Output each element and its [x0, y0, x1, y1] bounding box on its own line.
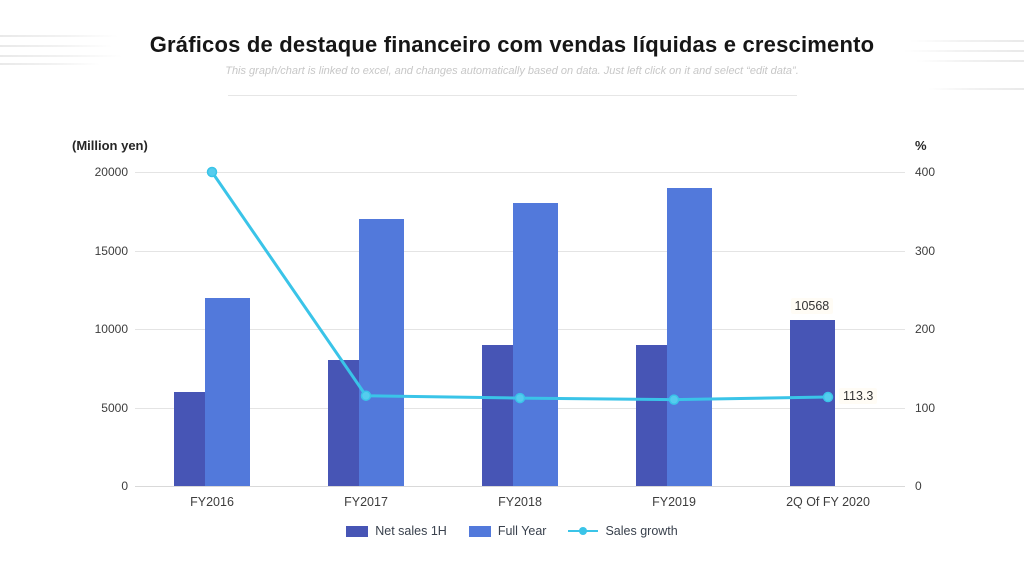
legend-line-dot-icon	[568, 526, 599, 537]
data-label-sales-growth: 113.3	[839, 388, 878, 405]
decorative-streak	[916, 60, 1024, 62]
y-axis-tick-right: 0	[915, 479, 922, 493]
y-axis-tick-left: 0	[121, 479, 128, 493]
page-subtitle: This graph/chart is linked to excel, and…	[225, 65, 799, 77]
x-axis-label: FY2019	[652, 495, 696, 509]
legend-label: Net sales 1H	[375, 524, 447, 538]
y-axis-tick-right: 300	[915, 243, 936, 258]
legend-item-full-year: Full Year	[468, 524, 547, 538]
gridline	[135, 172, 905, 173]
bar-full-year-fy2018	[513, 203, 558, 486]
bar-full-year-fy2019	[667, 187, 712, 486]
y-axis-tick-right: 400	[915, 165, 936, 179]
x-axis-label: FY2018	[498, 495, 542, 509]
y-axis-tick-left: 15000	[94, 243, 128, 258]
y-axis-tick-right: 100	[915, 400, 936, 415]
page-title: Gráficos de destaque financeiro com vend…	[149, 32, 875, 57]
y-axis-tick-right: 200	[915, 322, 936, 336]
data-label-net-sales-1h: 10568	[790, 298, 834, 315]
x-axis-label: 2Q Of FY 2020	[786, 495, 870, 509]
gridline	[135, 486, 905, 487]
bar-full-year-fy2017	[359, 219, 404, 486]
chart-legend: Net sales 1H Full Year Sales growth	[0, 524, 1024, 538]
legend-label: Sales growth	[605, 524, 678, 538]
y-axis-tick-left: 10000	[94, 322, 128, 336]
right-axis-title: %	[915, 138, 927, 153]
legend-swatch-icon	[346, 525, 369, 537]
legend-dot	[579, 527, 588, 535]
bar-full-year-fy2016	[205, 297, 250, 486]
y-axis-tick-left: 5000	[101, 400, 128, 415]
legend-item-net-sales-1h: Net sales 1H	[346, 524, 447, 538]
y-axis-tick-left: 20000	[94, 165, 128, 179]
left-axis-title: (Million yen)	[72, 138, 148, 153]
decorative-streak	[928, 88, 1024, 90]
legend-label: Full Year	[497, 524, 547, 538]
legend-item-sales-growth: Sales growth	[568, 524, 678, 538]
header-divider	[228, 95, 797, 96]
bar-net-sales-1h-2q-of-fy-2020	[790, 320, 835, 486]
x-axis-label: FY2016	[190, 495, 234, 509]
legend-swatch-icon	[468, 525, 491, 537]
x-axis-label: FY2017	[344, 495, 388, 509]
